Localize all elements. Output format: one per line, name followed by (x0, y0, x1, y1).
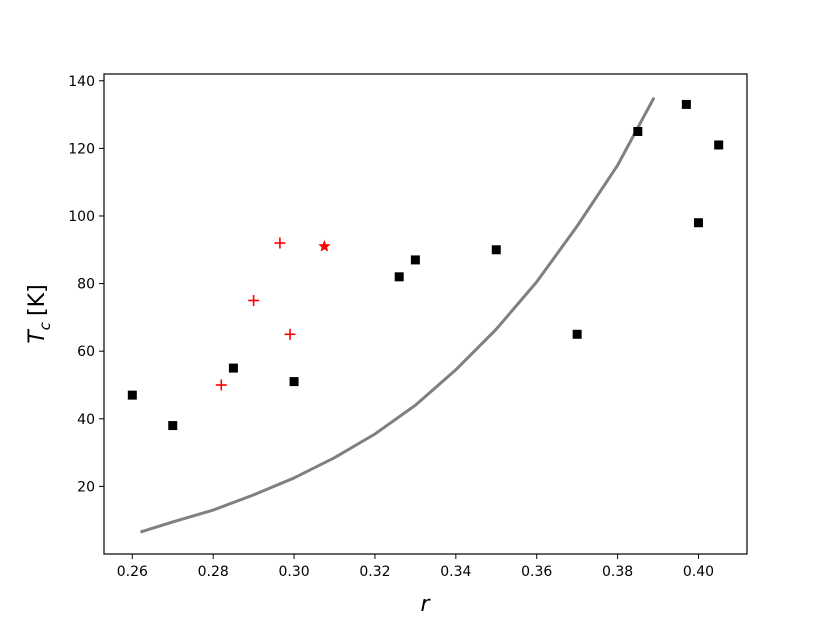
x-axis-ticks: 0.26 0.28 0.30 0.32 0.34 0.36 0.38 0.40 (117, 554, 714, 580)
square-marker-point (168, 421, 178, 431)
plus-marker-point (248, 294, 260, 306)
square-marker-point (633, 126, 643, 136)
x-tick-label: 0.26 (117, 564, 148, 580)
x-tick-label: 0.30 (278, 564, 309, 580)
y-axis-ticks: 20 40 60 80 100 120 140 (68, 74, 104, 495)
y-axis-label: Tc [K] (25, 284, 54, 343)
square-marker-point (572, 329, 582, 339)
square-marker-point (289, 377, 299, 387)
y-tick-label: 40 (77, 412, 95, 428)
y-tick-label: 20 (77, 479, 95, 495)
square-marker-point (228, 363, 238, 373)
square-marker-point (681, 99, 691, 109)
square-marker-point (693, 218, 703, 228)
y-tick-label: 120 (68, 141, 95, 157)
x-tick-label: 0.40 (683, 564, 714, 580)
x-axis-label: r (420, 592, 431, 617)
plus-marker-point (284, 328, 296, 340)
series-layer (127, 96, 724, 534)
x-tick-label: 0.32 (359, 564, 390, 580)
square-marker-point (491, 245, 501, 255)
plus-marker-point (274, 237, 286, 249)
y-axis-label-subscript: c (36, 321, 54, 330)
plot-area (103, 73, 748, 555)
plot-frame (103, 73, 748, 555)
square-marker-point (714, 140, 724, 150)
plus-marker-point (215, 379, 227, 391)
fit-curve-line (139, 96, 656, 534)
y-tick-label: 80 (77, 277, 95, 293)
x-tick-label: 0.38 (602, 564, 633, 580)
x-tick-label: 0.28 (198, 564, 229, 580)
square-marker-point (410, 255, 420, 265)
y-tick-label: 100 (68, 209, 95, 225)
y-axis-label-unit: [K] (25, 284, 50, 316)
x-tick-label: 0.34 (440, 564, 471, 580)
y-tick-label: 60 (77, 344, 95, 360)
square-marker-point (127, 390, 137, 400)
y-tick-label: 140 (68, 74, 95, 90)
y-axis-label-symbol: T (25, 329, 50, 344)
square-marker-point (394, 272, 404, 282)
star-marker-point (318, 239, 331, 252)
x-tick-label: 0.36 (521, 564, 552, 580)
